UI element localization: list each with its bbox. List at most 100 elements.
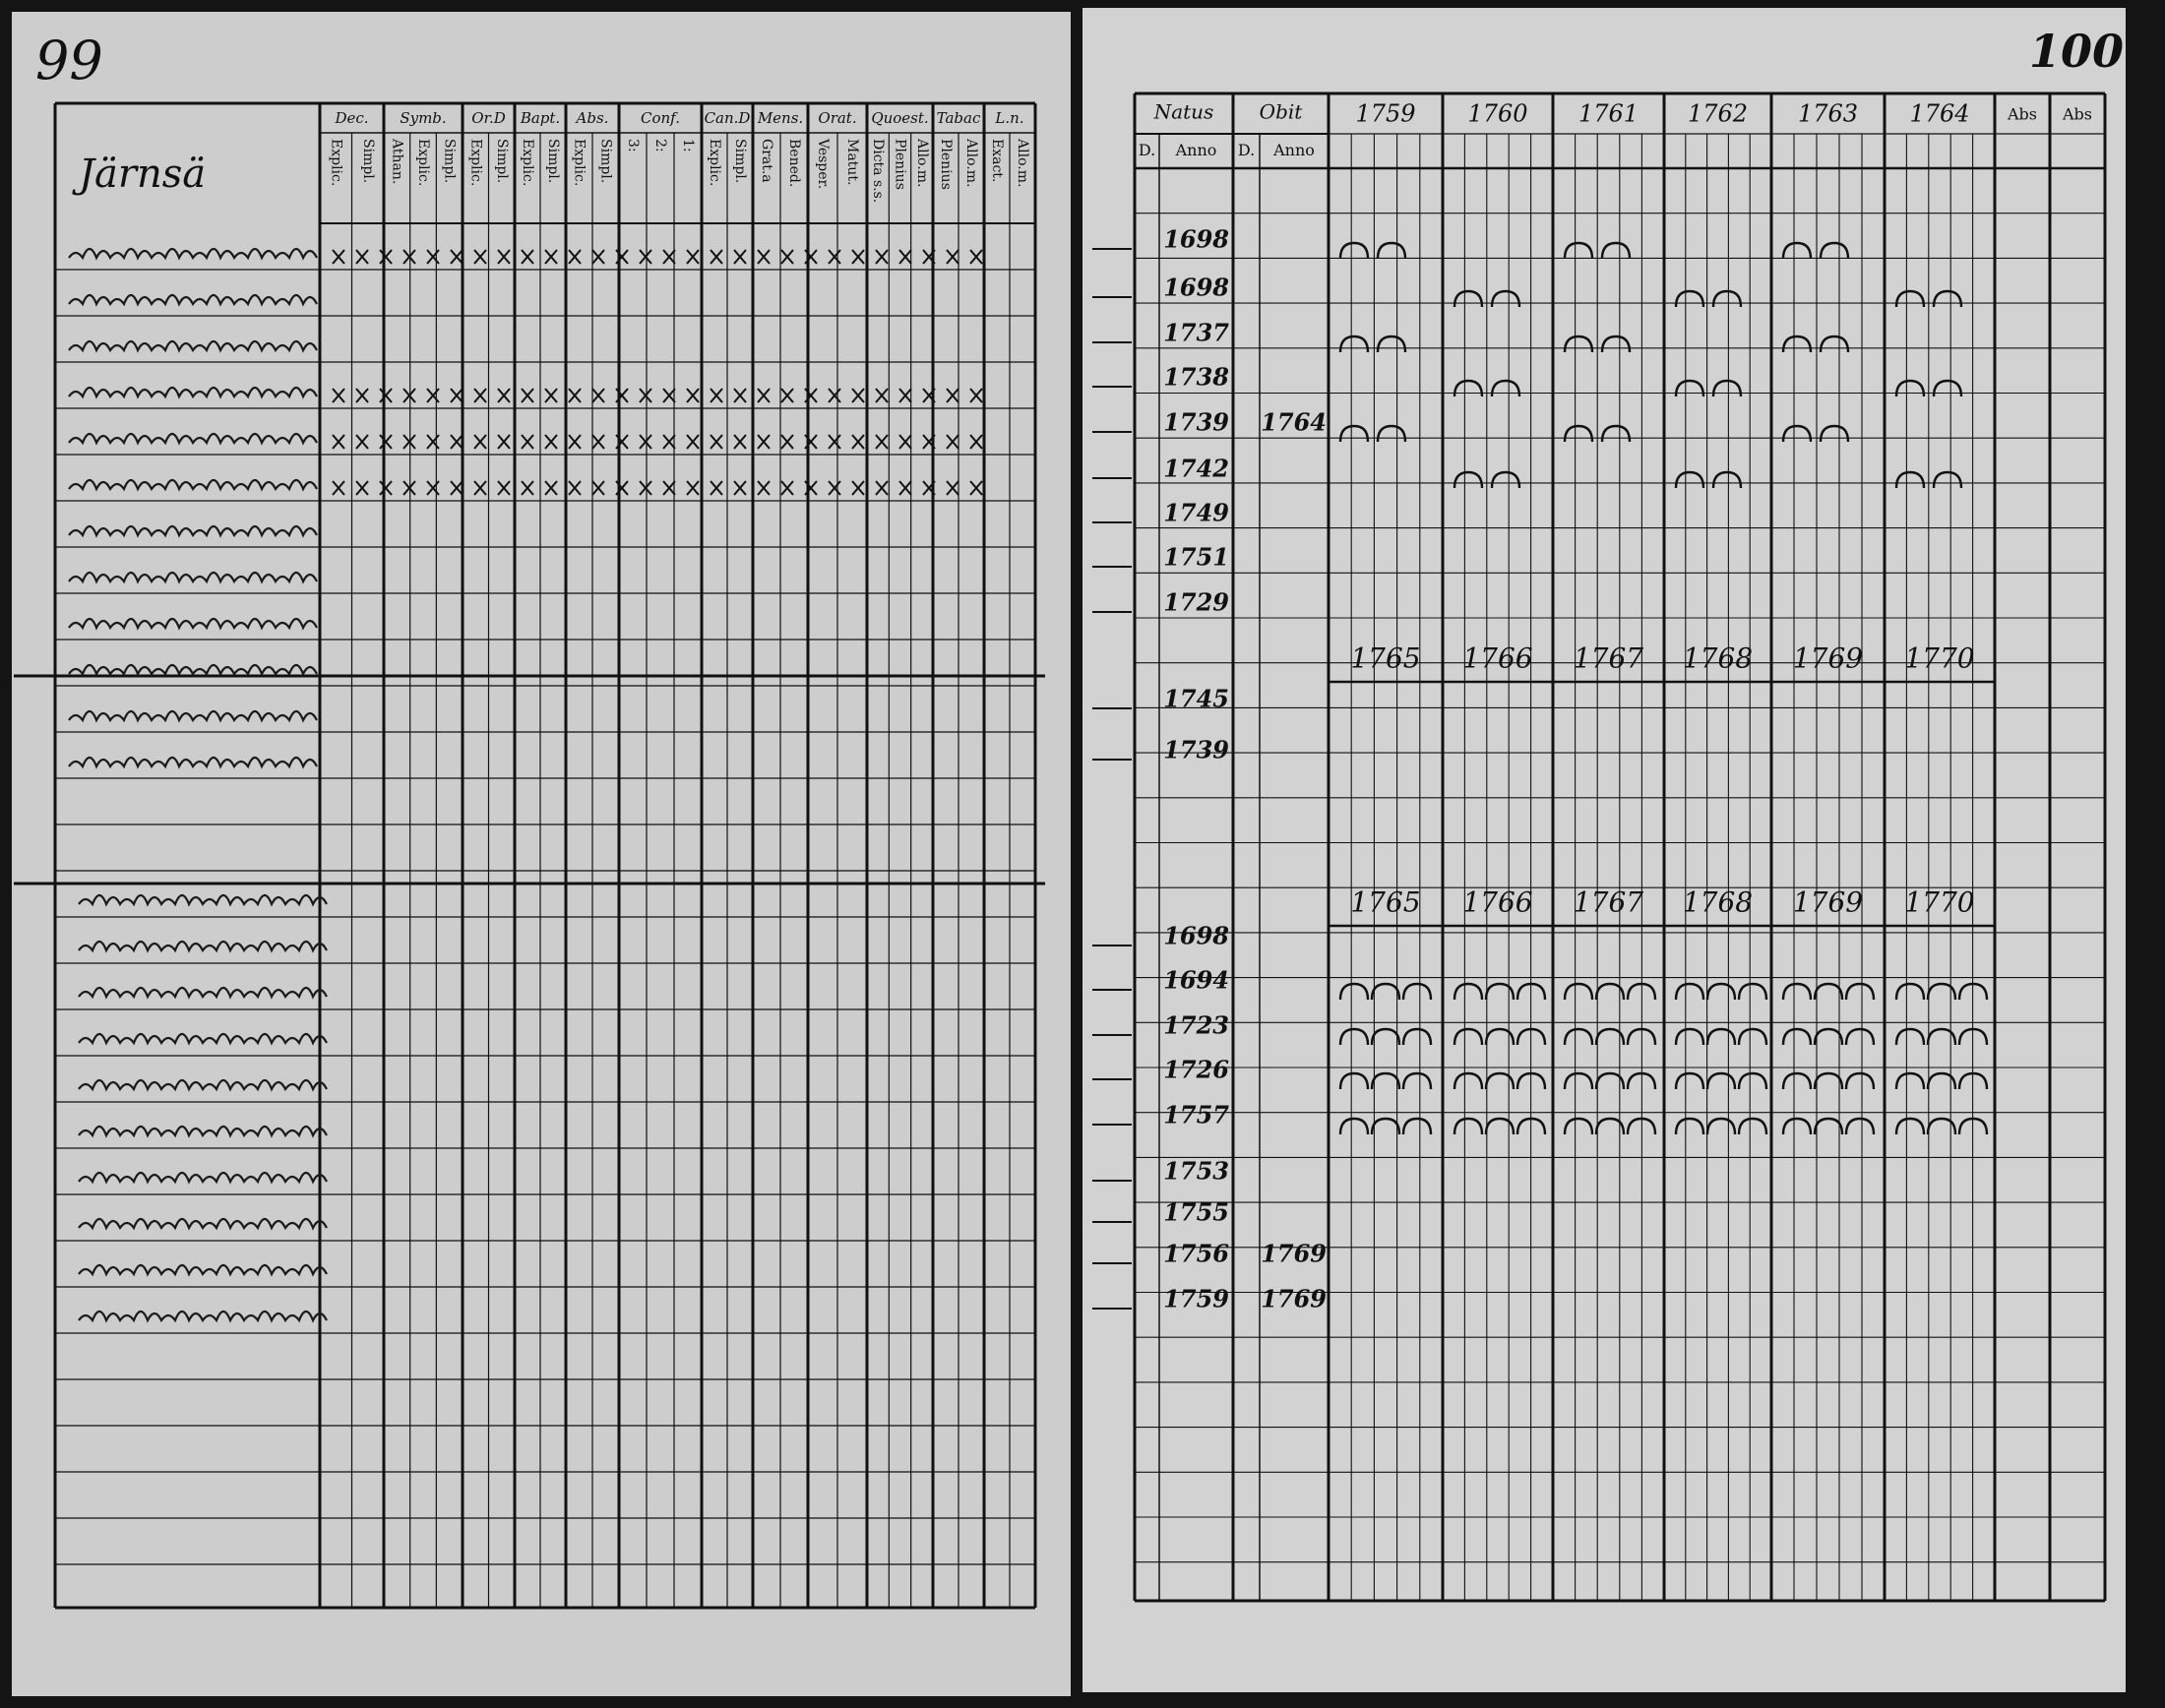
column-subheading: Allo.m. xyxy=(1015,138,1030,187)
exam-mark xyxy=(1563,1117,1594,1135)
tick-mark xyxy=(757,434,771,450)
exam-mark xyxy=(1453,1117,1484,1135)
tick-mark xyxy=(497,388,511,403)
tick-mark xyxy=(473,434,487,450)
column-subheading: D. xyxy=(1139,141,1155,159)
tick-mark xyxy=(568,249,582,265)
tick-mark xyxy=(969,249,983,265)
tick-mark xyxy=(497,480,511,496)
tick-mark xyxy=(780,434,794,450)
handwriting xyxy=(78,1125,328,1138)
tick-mark xyxy=(473,388,487,403)
tick-mark xyxy=(898,388,912,403)
tick-mark xyxy=(875,388,889,403)
tick-mark xyxy=(355,434,369,450)
column-subheading: Grat.a xyxy=(759,139,774,183)
tick-mark xyxy=(662,249,676,265)
tick-mark xyxy=(402,480,416,496)
exam-mark xyxy=(1490,470,1521,489)
column-subheading: Explic. xyxy=(572,139,588,186)
page-number: 100 xyxy=(2029,25,2124,78)
birth-year: 1751 xyxy=(1163,543,1229,572)
birth-year: 1698 xyxy=(1163,274,1229,302)
birth-year: 1749 xyxy=(1163,499,1229,527)
tick-mark xyxy=(568,434,582,450)
parish-heading: Järnsä xyxy=(72,152,206,197)
tick-mark xyxy=(969,388,983,403)
tick-mark xyxy=(332,388,345,403)
year-heading: 1761 xyxy=(1578,100,1639,128)
exam-mark xyxy=(1563,982,1594,1001)
exam-mark xyxy=(1894,379,1926,397)
column-heading: Quoest. xyxy=(871,109,928,127)
exam-mark xyxy=(1926,1027,1957,1046)
exam-mark xyxy=(1957,982,1989,1001)
birth-year: 1698 xyxy=(1163,225,1229,254)
death-year: 1764 xyxy=(1261,408,1327,437)
exam-mark xyxy=(1844,982,1876,1001)
column-subheading: Matut. xyxy=(844,139,860,185)
birth-year: 1742 xyxy=(1163,455,1229,483)
tick-mark xyxy=(804,480,818,496)
tick-mark xyxy=(355,480,369,496)
tick-mark xyxy=(402,388,416,403)
column-subheading: Explic. xyxy=(415,139,431,186)
handwriting xyxy=(68,432,318,446)
tick-mark xyxy=(639,388,652,403)
exam-mark xyxy=(1737,982,1768,1001)
column-heading: Symb. xyxy=(400,109,446,127)
tick-mark xyxy=(379,388,393,403)
exam-mark xyxy=(1844,1027,1876,1046)
year-heading: 1768 xyxy=(1683,642,1753,675)
tick-mark xyxy=(615,249,629,265)
column-subheading: 1: xyxy=(680,139,696,152)
year-heading: 1767 xyxy=(1574,886,1643,919)
exam-mark xyxy=(1781,1117,1813,1135)
year-heading: 1765 xyxy=(1350,642,1420,675)
column-heading: Conf. xyxy=(641,109,680,127)
exam-mark xyxy=(1781,1027,1813,1046)
exam-mark xyxy=(1932,470,1963,489)
exam-mark xyxy=(1401,982,1433,1001)
exam-mark xyxy=(1453,289,1484,308)
exam-mark xyxy=(1370,1117,1401,1135)
exam-mark xyxy=(1516,982,1547,1001)
year-heading: 1766 xyxy=(1462,642,1532,675)
exam-mark xyxy=(1490,289,1521,308)
handwriting xyxy=(78,1171,328,1185)
handwriting xyxy=(68,293,318,307)
birth-year: 1698 xyxy=(1163,922,1229,950)
handwriting xyxy=(78,940,328,953)
exam-mark xyxy=(1813,982,1844,1001)
handwriting xyxy=(68,386,318,399)
exam-mark xyxy=(1600,241,1632,260)
tick-mark xyxy=(946,249,959,265)
tick-mark xyxy=(710,480,723,496)
tick-mark xyxy=(828,480,841,496)
tick-mark xyxy=(521,249,534,265)
year-heading: Abs xyxy=(2062,105,2092,124)
exam-mark xyxy=(1401,1117,1433,1135)
exam-mark xyxy=(1781,982,1813,1001)
exam-mark xyxy=(1594,1071,1626,1090)
exam-mark xyxy=(1600,424,1632,443)
exam-mark xyxy=(1926,982,1957,1001)
column-subheading: Simpl. xyxy=(732,139,748,183)
exam-mark xyxy=(1844,1117,1876,1135)
tick-mark xyxy=(662,480,676,496)
column-subheading: Explic. xyxy=(467,139,483,186)
exam-mark xyxy=(1484,1027,1516,1046)
tick-mark xyxy=(497,434,511,450)
tick-mark xyxy=(402,434,416,450)
tick-mark xyxy=(804,249,818,265)
exam-mark xyxy=(1484,1117,1516,1135)
column-subheading: Simpl. xyxy=(545,139,561,183)
tick-mark xyxy=(757,249,771,265)
exam-mark xyxy=(1338,1071,1370,1090)
handwriting xyxy=(78,1032,328,1046)
column-subheading: Simpl. xyxy=(494,139,510,183)
exam-mark xyxy=(1376,241,1407,260)
exam-mark xyxy=(1563,1027,1594,1046)
exam-mark xyxy=(1957,1117,1989,1135)
